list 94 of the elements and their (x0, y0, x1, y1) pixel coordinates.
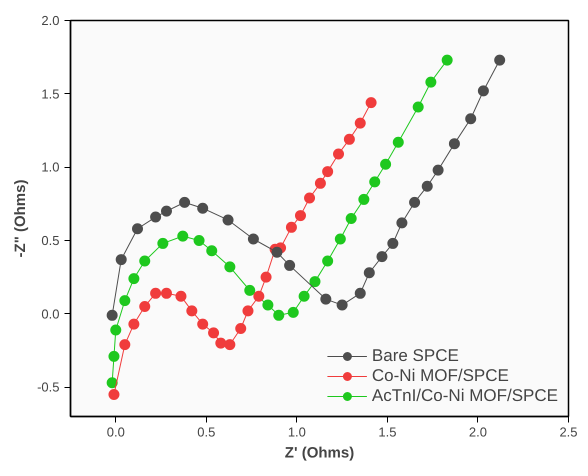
point (346, 213, 357, 224)
point (108, 350, 120, 362)
point (354, 118, 366, 129)
point (150, 212, 162, 223)
point (448, 138, 460, 150)
point (242, 305, 254, 316)
y-tick-label: 0.5 (41, 233, 60, 248)
point (106, 310, 118, 321)
point (465, 113, 476, 124)
point (422, 180, 433, 192)
point (150, 288, 162, 299)
point (224, 261, 236, 272)
point (175, 290, 186, 302)
point (248, 234, 259, 245)
point (425, 76, 436, 88)
point (442, 54, 453, 66)
point (288, 306, 299, 318)
point (271, 246, 282, 258)
point (160, 288, 172, 299)
point (197, 318, 208, 330)
point (298, 290, 310, 302)
point (128, 273, 140, 284)
point (244, 284, 256, 296)
point (412, 102, 424, 113)
y-tick-label: 0.0 (41, 306, 60, 322)
point (253, 290, 264, 302)
point (294, 210, 306, 222)
x-tick-label: 1.5 (378, 424, 396, 440)
point (358, 194, 370, 205)
y-tick-label: 2.0 (41, 13, 60, 28)
point (132, 223, 144, 234)
point (119, 339, 130, 350)
point (177, 230, 188, 242)
point (304, 192, 316, 204)
point (392, 136, 404, 148)
point (334, 234, 346, 245)
point (110, 324, 122, 336)
point (322, 166, 334, 178)
x-tick-label: 0.0 (106, 424, 125, 440)
point (139, 256, 150, 267)
point (222, 214, 234, 226)
point (215, 338, 226, 349)
point (314, 178, 326, 189)
point (333, 148, 344, 160)
point (344, 134, 355, 145)
point (179, 196, 190, 208)
point (108, 389, 120, 400)
point (364, 267, 375, 278)
point (208, 327, 220, 338)
point (322, 256, 334, 267)
point (354, 288, 366, 299)
x-tick-label: 1.0 (288, 424, 306, 440)
point (139, 301, 150, 312)
legend-label: Co-Ni MOF/SPCE (372, 366, 509, 386)
point (494, 54, 506, 66)
point (336, 300, 348, 311)
point (206, 245, 218, 256)
point (380, 158, 392, 170)
y-tick-label: -0.5 (37, 380, 60, 395)
point (116, 254, 127, 266)
point (366, 97, 377, 108)
point (260, 272, 272, 283)
point (197, 202, 208, 214)
point (273, 310, 284, 321)
x-tick-label: 2.5 (559, 424, 578, 440)
point (320, 294, 332, 305)
point (309, 276, 320, 288)
point (478, 85, 489, 96)
x-axis-title: Z' (Ohms) (284, 444, 354, 462)
point (128, 318, 140, 330)
point (186, 305, 198, 316)
point (369, 176, 380, 188)
point (157, 238, 168, 249)
x-tick-label: 0.5 (197, 424, 216, 440)
point (432, 164, 444, 176)
point (119, 295, 130, 306)
point (387, 238, 398, 249)
point (284, 260, 296, 271)
x-tick-label: 2.0 (468, 424, 487, 440)
y-tick-label: 1.5 (41, 86, 60, 102)
legend-label: Bare SPCE (372, 346, 459, 366)
point (235, 323, 246, 334)
y-tick-label: 1.0 (41, 160, 60, 175)
point (396, 217, 408, 228)
point (409, 196, 420, 208)
point (194, 235, 205, 246)
point (262, 300, 274, 311)
point (286, 222, 297, 233)
point (376, 251, 388, 262)
point (106, 377, 118, 388)
legend-label: AcTnI/Co-Ni MOF/SPCE (372, 386, 558, 406)
point (224, 339, 236, 350)
point (160, 206, 172, 217)
y-axis-title: -Z" (Ohms) (12, 180, 30, 258)
